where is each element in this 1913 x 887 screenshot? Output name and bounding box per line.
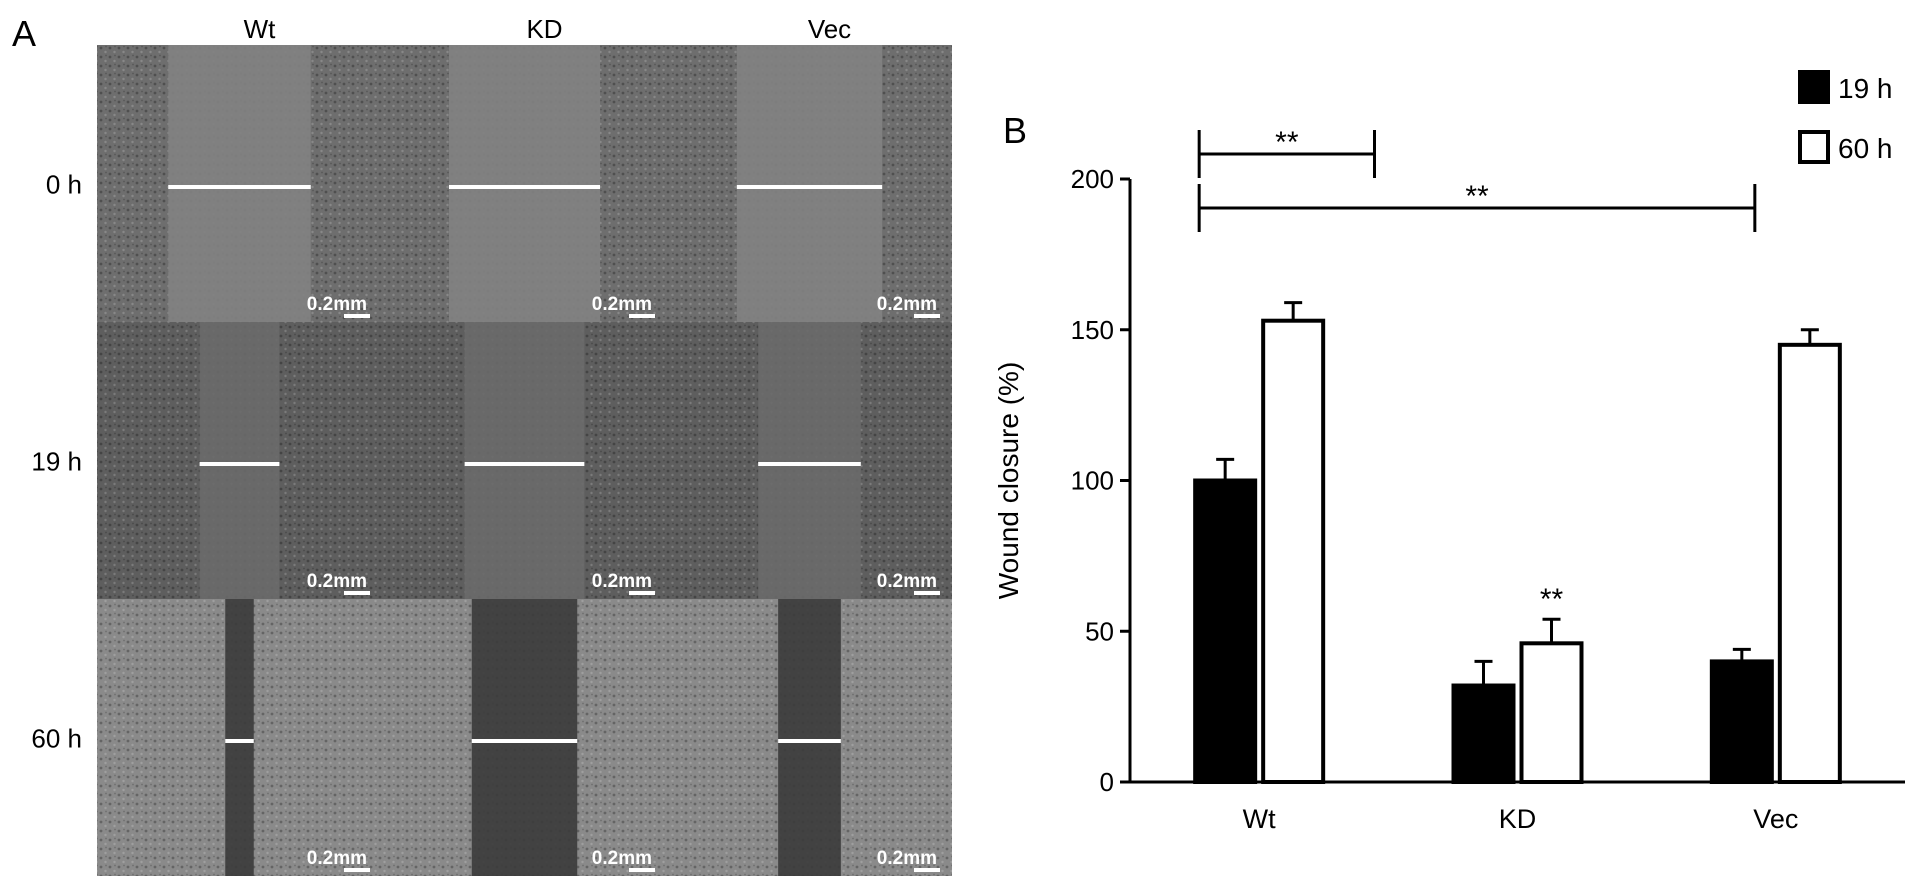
- scale-bar-label: 0.2mm: [307, 294, 367, 315]
- row-label-60h: 60 h: [31, 724, 82, 754]
- wound-gap: [199, 322, 280, 599]
- micrograph-tile: 0.2mm: [667, 599, 952, 876]
- legend-swatch: [1798, 130, 1830, 164]
- micrograph-tile: 0.2mm: [382, 45, 667, 322]
- wound-gap: [448, 45, 601, 322]
- y-tick-label: 50: [1085, 616, 1114, 646]
- row-labels: 0 h 19 h 60 h: [31, 170, 82, 754]
- bar-vec-60h: [1777, 342, 1842, 784]
- legend-swatch: [1798, 70, 1830, 104]
- scale-bar-label: 0.2mm: [877, 294, 937, 315]
- wound-gap: [471, 599, 578, 876]
- scale-bar-label: 0.2mm: [307, 571, 367, 592]
- wound-gap: [464, 322, 585, 599]
- wound-gap: [168, 45, 311, 322]
- micrograph-tile: 0.2mm: [97, 322, 382, 599]
- wound-gap: [736, 45, 883, 322]
- x-tick-label-vec: Vec: [1753, 804, 1798, 834]
- micrograph-tile: 0.2mm: [667, 322, 952, 599]
- significance-stars: **: [1465, 180, 1489, 213]
- bar-kd-60h: [1519, 641, 1584, 784]
- column-header-kd: KD: [526, 14, 562, 44]
- y-tick-label: 150: [1071, 315, 1114, 345]
- wound-gap: [225, 599, 254, 876]
- legend-label: 19 h: [1838, 73, 1893, 104]
- row-label-19h: 19 h: [31, 447, 82, 477]
- panel-a-micrographs: A Wt KD Vec 0 h19 h60 h 0.2mm 0.2mm 0.2mm0.2…: [12, 13, 952, 876]
- scale-bar-label: 0.2mm: [592, 294, 652, 315]
- scale-bar-label: 0.2mm: [307, 848, 367, 869]
- column-headers: Wt KD Vec: [244, 14, 852, 44]
- bar-wt-19h: [1193, 478, 1258, 784]
- significance-stars: **: [1540, 583, 1564, 616]
- micrograph-tile: 0.2mm: [97, 599, 382, 876]
- wound-gap: [758, 322, 861, 599]
- y-tick-label: 0: [1100, 767, 1114, 797]
- y-tick-label: 100: [1071, 466, 1114, 496]
- x-tick-label-wt: Wt: [1243, 804, 1276, 834]
- scale-bar-label: 0.2mm: [592, 848, 652, 869]
- legend-label: 60 h: [1838, 133, 1893, 164]
- panel-b-chart: B 0 50 100 150 200 Wound closure (%) Wt KD Vec 19…: [993, 70, 1905, 834]
- micrograph-tile: 0.2mm: [667, 45, 952, 322]
- wound-closure-bar-chart: 0 50 100 150 200 Wound closure (%) Wt KD Vec 19 h…: [993, 70, 1905, 834]
- panel-a-label: A: [12, 13, 36, 54]
- bar-kd-19h: [1451, 683, 1516, 785]
- micrograph-tile: 0.2mm: [97, 45, 382, 322]
- scale-bar-label: 0.2mm: [592, 571, 652, 592]
- micrograph-tile: 0.2mm: [382, 322, 667, 599]
- column-header-vec: Vec: [808, 14, 851, 44]
- scale-bar-label: 0.2mm: [877, 571, 937, 592]
- y-axis-label: Wound closure (%): [993, 362, 1024, 600]
- column-header-wt: Wt: [244, 14, 277, 44]
- x-tick-label-kd: KD: [1499, 804, 1537, 834]
- row-label-0h: 0 h: [46, 170, 82, 200]
- panel-b-label: B: [1003, 110, 1027, 151]
- y-tick-label: 200: [1071, 164, 1114, 194]
- bar-wt-60h: [1261, 318, 1326, 784]
- wound-gap: [778, 599, 841, 876]
- micrograph-grid: 0.2mm 0.2mm 0.2mm 0.2mm 0.2mm 0.2mm 0.2mm 0.2mm…: [97, 45, 952, 876]
- micrograph-tile: 0.2mm: [382, 599, 667, 876]
- bar-vec-19h: [1709, 659, 1774, 785]
- significance-stars: **: [1275, 126, 1299, 159]
- scale-bar-label: 0.2mm: [877, 848, 937, 869]
